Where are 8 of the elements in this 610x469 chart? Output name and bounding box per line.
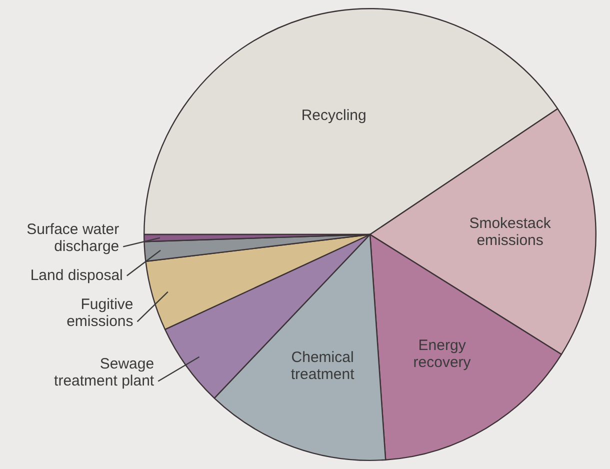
slice-label: Surface water discharge bbox=[26, 220, 120, 255]
slice-label: Recycling bbox=[301, 106, 366, 124]
slice-label: Fugitive emissions bbox=[66, 296, 134, 330]
slice-label: Chemical treatment bbox=[290, 348, 356, 383]
slice-label: Energy recovery bbox=[413, 337, 472, 372]
slice-label: Land disposal bbox=[30, 266, 123, 284]
slice-label: Smokestack emissions bbox=[469, 214, 552, 249]
slice-label: Sewage treatment plant bbox=[54, 355, 155, 390]
